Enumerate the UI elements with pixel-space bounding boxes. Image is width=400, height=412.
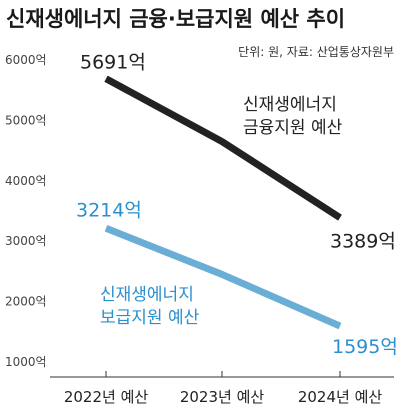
data-label: 3389억: [330, 231, 396, 253]
series-name-label: 금융지원 예산: [243, 118, 343, 138]
axis-layer: 1000억 2000억 3000억 4000억 5000억 6000억 2022년 예산 20…: [5, 53, 394, 406]
y-tick-label: 2000억: [5, 295, 47, 309]
y-tick-label: 4000억: [5, 174, 47, 188]
series-name-label: 신재생에너지: [243, 95, 337, 115]
series-name-label: 보급지원 예산: [100, 308, 200, 328]
y-tick-label: 3000억: [5, 234, 47, 248]
x-tick-label: 2023년 예산: [180, 388, 265, 406]
y-tick-label: 5000억: [5, 113, 47, 127]
series-line-finance: [104, 75, 342, 221]
data-label: 1595억: [332, 336, 398, 358]
x-tick-label: 2024년 예산: [298, 388, 383, 406]
series-layer: [104, 75, 342, 330]
data-label: 5691억: [80, 52, 146, 74]
chart-title: 신재생에너지 금융·보급지원 예산 추이: [6, 7, 345, 31]
data-label: 3214억: [76, 199, 142, 221]
x-tick-label: 2022년 예산: [64, 388, 149, 406]
source-note: 단위: 원, 자료: 산업통상자원부: [238, 45, 394, 59]
y-tick-label: 1000억: [5, 355, 47, 369]
y-tick-label: 6000억: [5, 53, 47, 67]
series-name-label: 신재생에너지: [100, 285, 194, 305]
series-line-supply: [104, 225, 342, 330]
